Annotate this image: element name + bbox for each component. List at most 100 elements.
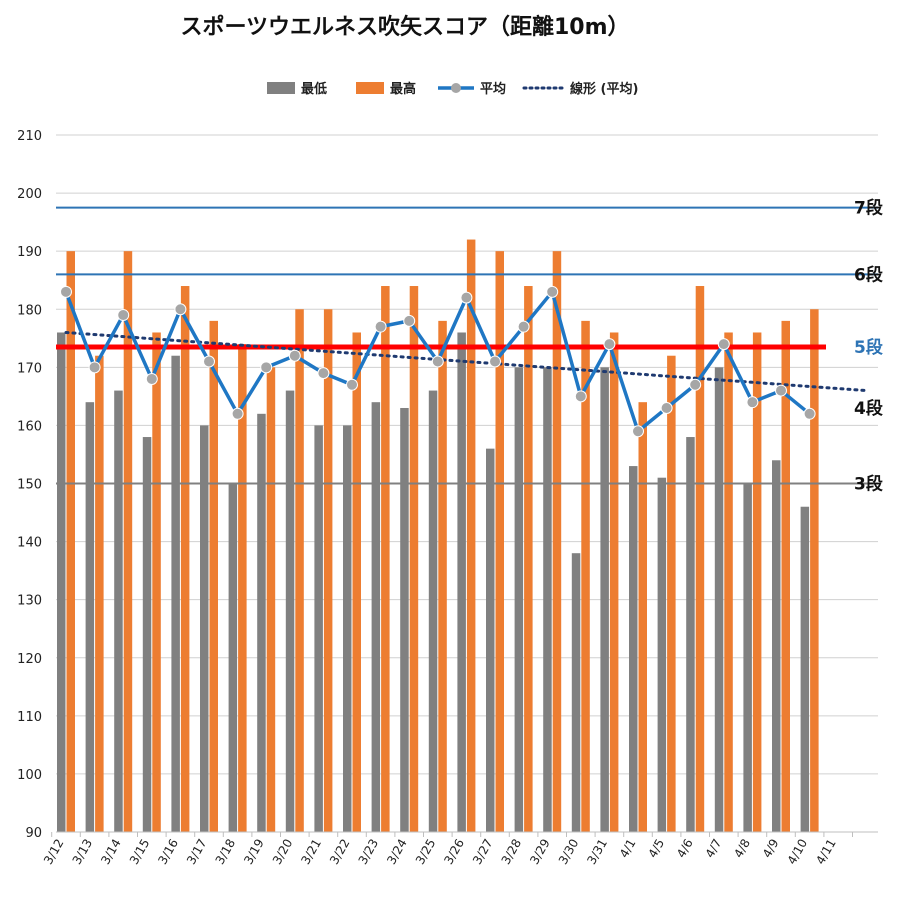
- bar-min: [85, 402, 95, 832]
- bar-min: [285, 390, 295, 832]
- average-point: [660, 401, 673, 414]
- bar-min: [486, 448, 495, 832]
- bar-min: [228, 483, 238, 832]
- bar-max: [323, 309, 333, 832]
- average-point: [775, 384, 787, 397]
- bar-min: [657, 477, 667, 832]
- bar-min: [714, 367, 724, 832]
- bar-min: [457, 332, 466, 832]
- bar-min: [772, 460, 781, 832]
- average-point: [117, 309, 130, 322]
- x-tick-label: 3/20: [270, 837, 296, 867]
- x-tick-label: 3/27: [470, 837, 496, 867]
- x-tick-label: 4/7: [703, 837, 725, 861]
- average-point: [60, 285, 72, 298]
- x-tick-label: 4/10: [785, 837, 811, 867]
- x-tick-label: 3/25: [413, 837, 439, 867]
- bar-max: [552, 251, 562, 832]
- bar-min: [142, 437, 152, 832]
- y-tick-label: 170: [17, 361, 42, 376]
- bar-min: [743, 483, 752, 832]
- bar-max: [752, 332, 762, 832]
- x-tick-label: 3/16: [155, 837, 181, 867]
- average-point: [203, 355, 215, 368]
- legend-label-min: 最低: [301, 81, 327, 97]
- x-tick-label: 3/29: [527, 837, 553, 867]
- reference-label: 3段: [854, 474, 883, 495]
- bar-min: [428, 390, 438, 832]
- average-point: [288, 349, 301, 362]
- bar-max: [95, 355, 104, 832]
- bar-max: [66, 251, 75, 832]
- chart-title: スポーツウエルネス吹矢スコア（距離10m）: [180, 14, 629, 40]
- y-tick-label: 110: [17, 710, 42, 725]
- bar-min: [57, 332, 66, 832]
- legend-label-max: 最高: [390, 81, 416, 97]
- y-tick-label: 200: [17, 187, 42, 202]
- bar-min: [171, 355, 180, 832]
- x-tick-label: 3/18: [213, 837, 239, 867]
- average-point: [689, 378, 702, 391]
- bar-max: [123, 251, 133, 832]
- average-point: [431, 355, 444, 368]
- bar-max: [495, 251, 504, 832]
- legend-label-avg: 平均: [480, 81, 506, 97]
- bar-max: [581, 320, 590, 832]
- bar-min: [686, 437, 695, 832]
- x-tick-label: 3/13: [70, 837, 96, 867]
- bar-max: [352, 332, 361, 832]
- bar-max: [667, 355, 676, 832]
- average-point: [574, 390, 587, 403]
- x-tick-label: 3/17: [184, 837, 210, 867]
- bar-min: [314, 425, 323, 832]
- x-tick-label: 3/21: [298, 837, 324, 867]
- x-tick-label: 4/1: [617, 837, 639, 861]
- average-point: [231, 407, 244, 420]
- y-tick-label: 120: [17, 652, 42, 667]
- average-point: [489, 355, 501, 368]
- bar-max: [209, 320, 218, 832]
- legend-swatch-max: [356, 82, 384, 94]
- bar-max: [152, 332, 161, 832]
- average-line: [60, 285, 816, 438]
- x-tick-label: 4/11: [813, 837, 839, 867]
- legend-marker-avg: [451, 83, 461, 93]
- y-tick-label: 140: [17, 536, 42, 551]
- bar-max: [638, 402, 647, 832]
- reference-lines: 7段 6段 5段 4段 3段: [56, 198, 883, 495]
- x-tick-label: 4/5: [645, 837, 667, 861]
- y-tick-label: 150: [17, 478, 42, 493]
- bar-min: [800, 506, 810, 832]
- reference-label: 7段: [854, 198, 883, 219]
- bar-min: [571, 553, 581, 832]
- y-tick-label: 180: [17, 303, 42, 318]
- bar-min: [600, 367, 609, 832]
- bar-min: [343, 425, 352, 832]
- average-point: [632, 425, 644, 438]
- x-tick-label: 3/12: [41, 837, 67, 867]
- average-point: [517, 320, 530, 333]
- bars: [57, 239, 819, 833]
- x-tick-label: 3/30: [556, 837, 582, 867]
- bar-max: [810, 309, 819, 832]
- bar-min: [629, 466, 638, 832]
- bar-max: [266, 367, 276, 832]
- bar-max: [409, 286, 419, 832]
- average-point: [460, 291, 473, 304]
- bar-max: [609, 332, 619, 832]
- y-tick-label: 100: [17, 768, 42, 783]
- x-tick-label: 4/9: [760, 837, 782, 861]
- bar-max: [180, 286, 190, 832]
- y-tick-label: 190: [17, 245, 42, 260]
- average-point: [317, 367, 330, 380]
- reference-label: 4段: [854, 398, 883, 419]
- x-tick-label: 3/31: [584, 837, 610, 867]
- x-tick-label: 3/15: [127, 837, 153, 867]
- bar-max: [724, 332, 733, 832]
- x-tick-label: 3/19: [241, 837, 267, 867]
- average-point: [88, 361, 101, 374]
- bar-max: [438, 320, 447, 832]
- average-point: [546, 285, 559, 298]
- x-tick-label: 4/8: [731, 837, 753, 861]
- bar-min: [200, 425, 209, 832]
